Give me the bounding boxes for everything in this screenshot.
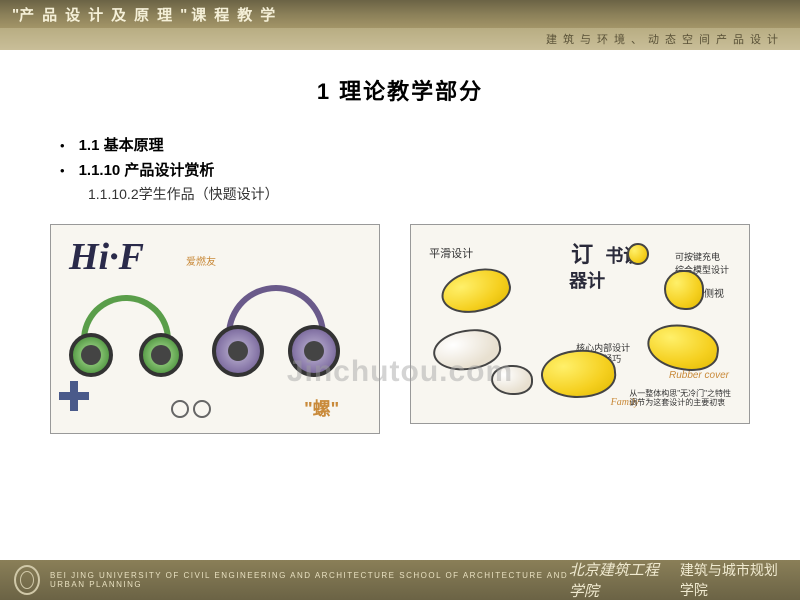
label-side: 侧视: [704, 285, 724, 300]
note-bottom: 从一整体构思"无冷门"之特性 调节为这套设计的主要初衷: [629, 389, 731, 408]
quote-close: ": [180, 6, 187, 23]
stapler-shape: [627, 243, 649, 265]
detail-circles: [171, 400, 211, 418]
content-area: 1 理论教学部分 • 1.1 基本原理 • 1.1.10 产品设计赏析 1.1.…: [0, 50, 800, 560]
sketch-logo-text: Hi·F: [69, 235, 144, 279]
sketch-small-label: 爱燃友: [186, 253, 216, 268]
footer-right: 北京建筑工程学院 建筑与城市规划学院: [569, 559, 786, 601]
outline-text-2: 1.1.10 产品设计赏析: [79, 159, 215, 180]
quote-open: ": [12, 6, 19, 23]
outline-text-3: 1.1.10.2学生作品（快题设计）: [88, 184, 279, 204]
subheader-text: 建筑与环境、动态空间产品设计: [546, 31, 784, 47]
stapler-shape: [644, 320, 722, 375]
sketch-images-row: Hi·F 爱燃友 "螺" 平滑设计 订 书设 器计 可按键充电: [40, 224, 760, 434]
sketch-stapler: 平滑设计 订 书设 器计 可按键充电 综合模型设计 侧视 Rubber cove…: [410, 224, 750, 424]
bullet-icon: •: [60, 163, 65, 178]
stapler-subtitle: 器计: [569, 267, 605, 293]
sketch-bottom-label: "螺": [304, 395, 339, 421]
footer-bar: BEI JING UNIVERSITY OF CIVIL ENGINEERING…: [0, 560, 800, 600]
footer-dept-name: 建筑与城市规划学院: [680, 560, 786, 600]
stapler-shape: [491, 365, 533, 395]
header-suffix: 课程教学: [191, 4, 283, 25]
footer-school-name: 北京建筑工程学院: [569, 559, 670, 601]
outline-item: • 1.1 基本原理: [60, 134, 760, 155]
footer-left: BEI JING UNIVERSITY OF CIVIL ENGINEERING…: [14, 565, 569, 595]
label-rubber: Rubber cover: [669, 370, 729, 381]
outline-item: • 1.1.10 产品设计赏析: [60, 159, 760, 180]
stapler-shape: [664, 270, 704, 310]
cross-icon: [59, 381, 89, 411]
outline-item: 1.1.10.2学生作品（快题设计）: [60, 184, 760, 204]
header-title: 产品设计及原理: [19, 4, 180, 25]
footer-english: BEI JING UNIVERSITY OF CIVIL ENGINEERING…: [50, 571, 569, 589]
sketch-headphones: Hi·F 爱燃友 "螺": [50, 224, 380, 434]
label-left: 平滑设计: [429, 245, 473, 261]
outline-text-1: 1.1 基本原理: [79, 134, 164, 155]
stapler-shape: [437, 262, 515, 321]
subheader-bar: 建筑与环境、动态空间产品设计: [0, 28, 800, 50]
header-bar: " 产品设计及原理 " 课程教学: [0, 0, 800, 28]
page-title: 1 理论教学部分: [40, 74, 760, 106]
university-logo-icon: [14, 565, 40, 595]
outline-list: • 1.1 基本原理 • 1.1.10 产品设计赏析 1.1.10.2学生作品（…: [60, 134, 760, 204]
stapler-shape: [539, 347, 618, 401]
stapler-shape: [430, 324, 504, 375]
bullet-icon: •: [60, 138, 65, 153]
